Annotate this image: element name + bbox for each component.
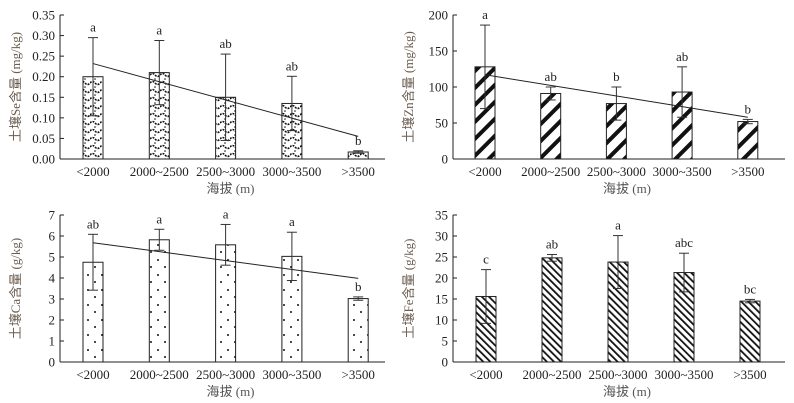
significance-label: ab xyxy=(286,58,298,73)
panel-fe: 0 5 10 15 20 25 30 35 c <2000 ab 2000~2500 a 2500~300… xyxy=(401,208,785,399)
x-tick-label: 3000~3500 xyxy=(262,164,321,179)
panel-zn: 0 50 100 150 200 a <2000 ab 2000~2500 b 2500~3000 a… xyxy=(401,7,785,196)
y-tick-label: 0.05 xyxy=(32,131,55,146)
y-tick-label: 0.25 xyxy=(32,49,55,64)
x-tick-label: <2000 xyxy=(468,164,501,179)
y-tick-label: 0.35 xyxy=(32,8,55,23)
x-tick-label: 2500~3000 xyxy=(587,164,646,179)
x-tick-label: <2000 xyxy=(76,164,109,179)
y-tick-label: 4 xyxy=(49,271,56,286)
y-tick-label: 35 xyxy=(435,208,448,223)
y-tick-label: 5 xyxy=(49,250,56,265)
y-axis-label: 土壤Ca含量 (g/kg) xyxy=(8,238,23,339)
significance-label: ab xyxy=(676,49,688,64)
x-tick-label: >3500 xyxy=(342,164,375,179)
significance-label: abc xyxy=(675,235,693,250)
bar xyxy=(541,257,563,363)
y-tick-label: 0 xyxy=(442,355,449,370)
y-tick-label: 25 xyxy=(435,250,448,265)
y-tick-label: 1 xyxy=(49,334,56,349)
x-tick-label: <2000 xyxy=(76,367,109,382)
y-axis-label: 土壤Se含量 (mg/kg) xyxy=(8,32,23,142)
panel-se: 0.00 0.05 0.10 0.15 0.20 0.25 0.30 0.35 a <2000 a 2… xyxy=(8,8,385,196)
y-tick-label: 30 xyxy=(435,229,448,244)
y-tick-label: 0 xyxy=(49,355,56,370)
panel-ca: 0 1 2 3 4 5 6 7 ab <2000 a 2000~2500 a 2500~3000 a 3000… xyxy=(8,206,385,399)
y-axis-label: 土壤Fe含量 (g/kg) xyxy=(401,238,416,338)
y-tick-label: 200 xyxy=(429,8,449,23)
x-axis-label: 海拔 (m) xyxy=(603,384,651,399)
significance-label: b xyxy=(745,101,752,116)
x-axis-label: 海拔 (m) xyxy=(603,181,651,196)
y-tick-label: 6 xyxy=(49,229,56,244)
bar xyxy=(737,121,759,160)
significance-label: a xyxy=(223,206,229,221)
significance-label: a xyxy=(156,23,162,38)
x-tick-label: <2000 xyxy=(469,367,502,382)
x-tick-label: >3500 xyxy=(731,164,764,179)
x-axis-label: 海拔 (m) xyxy=(206,181,254,196)
significance-label: a xyxy=(289,214,295,229)
y-tick-label: 100 xyxy=(429,80,449,95)
x-tick-label: >3500 xyxy=(342,367,375,382)
trend-line xyxy=(92,63,359,137)
y-tick-label: 2 xyxy=(49,313,56,328)
significance-label: bc xyxy=(744,281,757,296)
y-tick-label: 0 xyxy=(442,152,449,167)
bar xyxy=(540,92,562,160)
x-tick-label: 2500~3000 xyxy=(588,367,647,382)
trend-line xyxy=(92,242,359,279)
trend-line xyxy=(484,74,748,118)
significance-label: a xyxy=(156,211,162,226)
y-tick-label: 15 xyxy=(435,292,448,307)
x-tick-label: 2500~3000 xyxy=(196,164,255,179)
x-tick-label: 2000~2500 xyxy=(130,367,189,382)
x-tick-label: 3000~3500 xyxy=(653,164,712,179)
y-tick-label: 10 xyxy=(435,313,448,328)
x-tick-label: 3000~3500 xyxy=(654,367,713,382)
significance-label: ab xyxy=(219,36,231,51)
x-axis-label: 海拔 (m) xyxy=(206,384,254,399)
bar xyxy=(739,300,761,363)
significance-label: c xyxy=(483,252,489,267)
x-tick-label: >3500 xyxy=(733,367,766,382)
significance-label: a xyxy=(90,20,96,35)
y-tick-label: 0.30 xyxy=(32,28,55,43)
bar xyxy=(347,298,369,363)
y-tick-label: 0.15 xyxy=(32,90,55,105)
x-tick-label: 2500~3000 xyxy=(196,367,255,382)
x-tick-label: 2000~2500 xyxy=(522,367,581,382)
significance-label: b xyxy=(613,69,620,84)
bar xyxy=(148,239,170,363)
significance-label: b xyxy=(355,133,362,148)
y-tick-label: 3 xyxy=(49,292,56,307)
y-tick-label: 7 xyxy=(49,208,56,223)
significance-label: a xyxy=(482,7,488,22)
significance-label: ab xyxy=(546,236,558,251)
x-tick-label: 3000~3500 xyxy=(262,367,321,382)
y-tick-label: 0.00 xyxy=(32,152,55,167)
y-axis-label: 土壤Zn含量 (mg/kg) xyxy=(401,31,416,143)
x-tick-label: 2000~2500 xyxy=(130,164,189,179)
y-tick-label: 20 xyxy=(435,271,448,286)
y-tick-label: 0.20 xyxy=(32,69,55,84)
significance-label: b xyxy=(355,279,362,294)
y-tick-label: 150 xyxy=(429,44,449,59)
significance-label: ab xyxy=(87,216,99,231)
y-tick-label: 0.10 xyxy=(32,110,55,125)
y-tick-label: 50 xyxy=(435,116,448,131)
x-tick-label: 2000~2500 xyxy=(521,164,580,179)
y-tick-label: 5 xyxy=(442,334,449,349)
significance-label: ab xyxy=(545,69,557,84)
significance-label: a xyxy=(615,218,621,233)
